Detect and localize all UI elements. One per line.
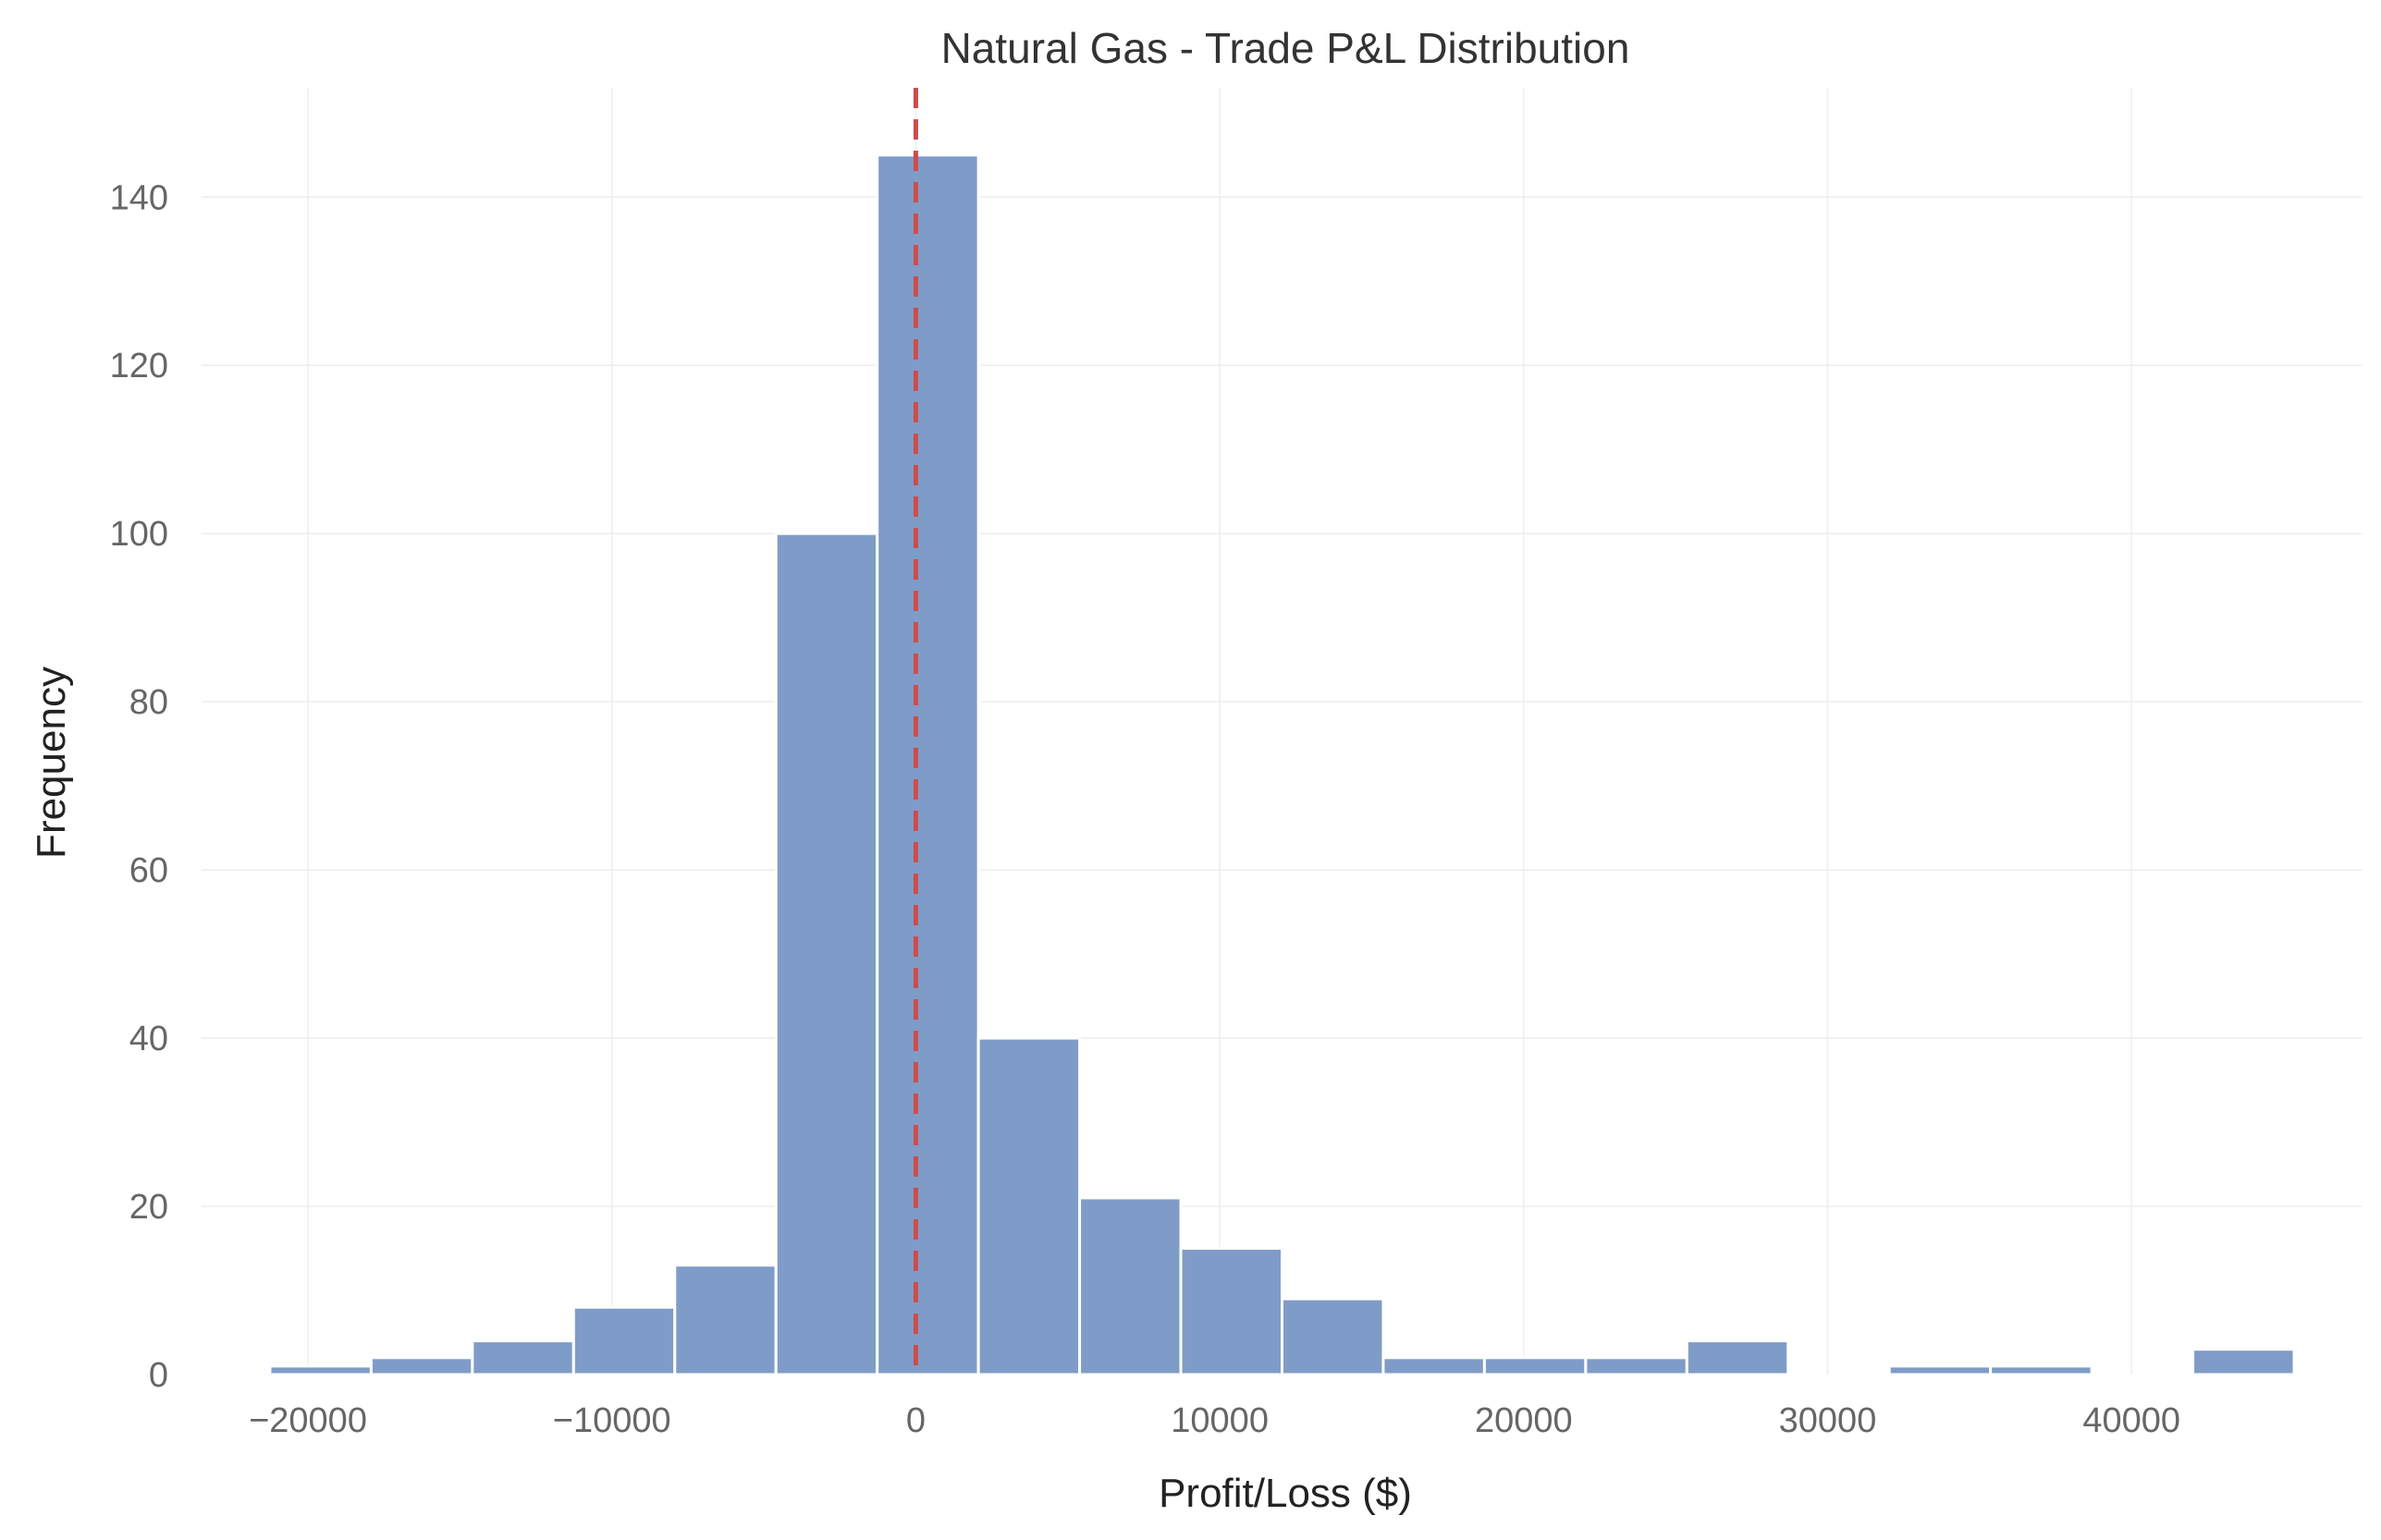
bars	[268, 153, 2296, 1376]
histogram-bar	[1482, 1356, 1588, 1376]
histogram-bar	[1179, 1247, 1283, 1376]
y-tick-label: 0	[149, 1356, 168, 1395]
grid	[202, 88, 2363, 1375]
histogram-bar	[774, 532, 879, 1376]
histogram-bar	[1685, 1339, 1790, 1376]
histogram-bar	[471, 1339, 575, 1376]
x-tick-label: −10000	[553, 1401, 671, 1440]
y-tick-label: 100	[110, 515, 168, 554]
histogram-bar	[571, 1305, 677, 1376]
y-tick-labels: 0 20 40 60 80 100 120 140	[110, 178, 168, 1395]
x-tick-label: 0	[906, 1401, 926, 1440]
y-tick-label: 20	[129, 1188, 168, 1227]
x-tick-label: 20000	[1475, 1401, 1573, 1440]
x-axis-label: Profit/Loss ($)	[1159, 1471, 1412, 1516]
histogram-bar	[2191, 1348, 2296, 1376]
histogram-bar	[1584, 1356, 1688, 1376]
y-tick-label: 60	[129, 851, 168, 890]
histogram-bar	[1078, 1196, 1183, 1376]
histogram-bar	[1281, 1297, 1385, 1376]
histogram-bar	[876, 153, 980, 1376]
histogram-bar	[1989, 1364, 2093, 1376]
histogram-bar	[1381, 1356, 1486, 1376]
histogram-bar	[1887, 1364, 1993, 1376]
x-tick-label: 30000	[1779, 1401, 1877, 1440]
histogram-bar	[369, 1356, 474, 1376]
y-tick-label: 120	[110, 347, 168, 385]
histogram-bar	[673, 1264, 778, 1376]
chart-title: Natural Gas - Trade P&L Distribution	[941, 24, 1630, 72]
y-tick-label: 40	[129, 1020, 168, 1058]
y-tick-label: 80	[129, 683, 168, 722]
histogram-bar	[268, 1364, 373, 1376]
y-tick-label: 140	[110, 178, 168, 217]
y-axis-label: Frequency	[29, 666, 74, 859]
x-tick-label: −20000	[249, 1401, 367, 1440]
histogram-bar	[976, 1036, 1082, 1376]
x-tick-labels: −20000 −10000 0 10000 20000 30000 40000	[249, 1401, 2180, 1440]
x-tick-label: 10000	[1171, 1401, 1269, 1440]
x-tick-label: 40000	[2082, 1401, 2180, 1440]
